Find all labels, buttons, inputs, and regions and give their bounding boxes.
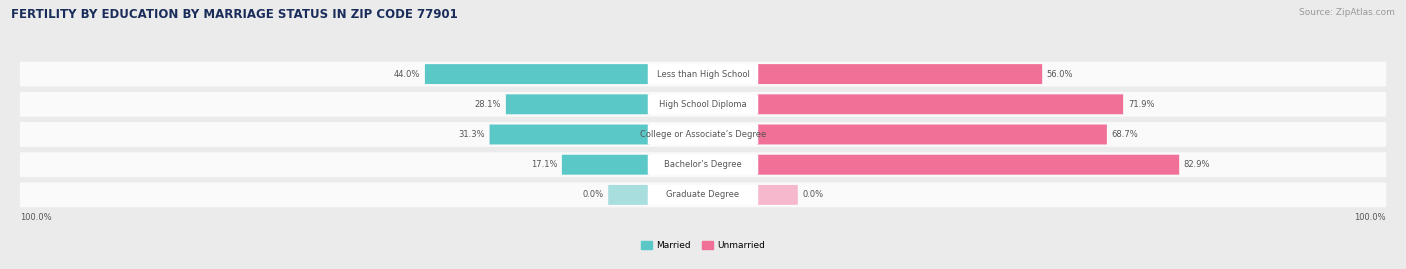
Text: 100.0%: 100.0% [20,213,52,222]
Text: Source: ZipAtlas.com: Source: ZipAtlas.com [1299,8,1395,17]
Text: Less than High School: Less than High School [657,70,749,79]
Text: 68.7%: 68.7% [1112,130,1139,139]
Text: FERTILITY BY EDUCATION BY MARRIAGE STATUS IN ZIP CODE 77901: FERTILITY BY EDUCATION BY MARRIAGE STATU… [11,8,458,21]
FancyBboxPatch shape [20,152,1386,177]
FancyBboxPatch shape [756,125,1107,144]
Text: 28.1%: 28.1% [475,100,501,109]
Text: 82.9%: 82.9% [1184,160,1211,169]
FancyBboxPatch shape [20,183,1386,207]
Text: 44.0%: 44.0% [394,70,420,79]
FancyBboxPatch shape [648,155,758,175]
FancyBboxPatch shape [648,125,758,144]
FancyBboxPatch shape [648,185,758,205]
FancyBboxPatch shape [756,94,1123,114]
Text: 0.0%: 0.0% [582,190,603,199]
Text: 31.3%: 31.3% [458,130,485,139]
Text: Bachelor’s Degree: Bachelor’s Degree [664,160,742,169]
FancyBboxPatch shape [756,64,1042,84]
Legend: Married, Unmarried: Married, Unmarried [637,238,769,254]
Text: 71.9%: 71.9% [1128,100,1154,109]
FancyBboxPatch shape [756,185,797,205]
FancyBboxPatch shape [20,62,1386,86]
Text: College or Associate’s Degree: College or Associate’s Degree [640,130,766,139]
FancyBboxPatch shape [506,94,650,114]
FancyBboxPatch shape [609,185,650,205]
Text: 17.1%: 17.1% [530,160,557,169]
Text: 56.0%: 56.0% [1047,70,1073,79]
Text: 100.0%: 100.0% [1354,213,1386,222]
Text: High School Diploma: High School Diploma [659,100,747,109]
Text: Graduate Degree: Graduate Degree [666,190,740,199]
FancyBboxPatch shape [20,92,1386,117]
FancyBboxPatch shape [20,122,1386,147]
Text: 0.0%: 0.0% [803,190,824,199]
FancyBboxPatch shape [425,64,650,84]
FancyBboxPatch shape [648,64,758,84]
FancyBboxPatch shape [648,94,758,114]
FancyBboxPatch shape [756,155,1180,175]
FancyBboxPatch shape [489,125,650,144]
FancyBboxPatch shape [562,155,650,175]
